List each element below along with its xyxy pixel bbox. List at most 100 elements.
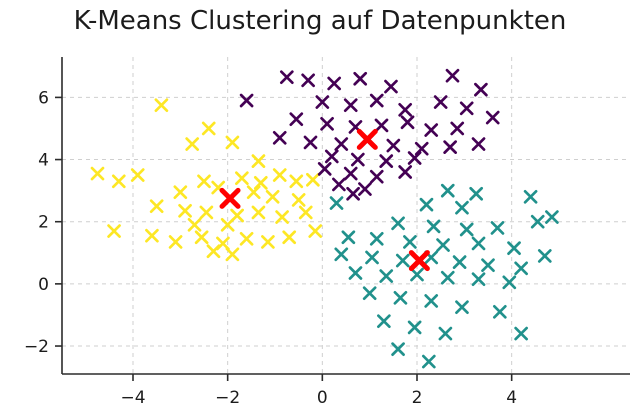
data-point — [523, 190, 538, 204]
data-point — [346, 186, 360, 201]
data-point — [507, 241, 521, 255]
data-point — [407, 320, 422, 335]
data-point — [334, 247, 349, 262]
data-point — [315, 95, 330, 109]
data-point — [400, 115, 415, 130]
data-point — [471, 272, 486, 287]
data-point — [492, 304, 507, 319]
data-point — [530, 214, 545, 229]
data-point — [253, 176, 268, 190]
data-point — [440, 183, 455, 198]
data-point — [306, 172, 320, 187]
data-point — [369, 169, 384, 184]
data-point — [251, 154, 266, 168]
data-point — [395, 253, 410, 268]
data-point — [436, 238, 450, 252]
chart-title: K-Means Clustering auf Datenpunkten — [73, 6, 567, 36]
data-point — [502, 275, 517, 290]
y-axis-tick-label: 6 — [38, 88, 49, 108]
data-point — [220, 217, 235, 232]
data-point — [469, 186, 484, 201]
data-point — [145, 228, 159, 243]
data-point — [272, 130, 287, 145]
data-point — [350, 152, 365, 167]
data-point — [545, 210, 559, 224]
data-point — [452, 255, 467, 269]
data-point — [130, 168, 145, 182]
data-point — [291, 193, 306, 207]
data-point — [308, 224, 323, 238]
data-point — [514, 326, 528, 341]
data-point — [265, 190, 280, 204]
data-point — [235, 171, 249, 186]
data-point — [474, 82, 488, 97]
y-axis-tick-label: 0 — [38, 275, 49, 295]
data-point — [332, 177, 346, 192]
data-point — [362, 286, 377, 301]
data-point — [455, 300, 469, 315]
data-point — [379, 269, 394, 283]
data-point — [303, 135, 318, 150]
data-point — [384, 79, 398, 94]
data-point — [149, 199, 164, 214]
data-point — [365, 250, 379, 265]
data-point — [419, 197, 434, 212]
data-point — [187, 217, 202, 232]
data-point — [369, 93, 384, 108]
data-point — [391, 342, 405, 356]
data-point — [341, 230, 356, 245]
data-point — [440, 270, 455, 285]
data-point — [298, 205, 313, 220]
data-point — [107, 224, 121, 238]
data-point — [424, 294, 439, 308]
data-point — [261, 235, 275, 249]
data-point — [317, 162, 332, 176]
x-axis-tick-label: −4 — [120, 388, 145, 408]
data-point — [225, 247, 240, 262]
data-point — [445, 68, 460, 83]
data-point — [225, 135, 240, 150]
data-point — [239, 93, 254, 108]
data-point — [459, 222, 474, 237]
data-point — [514, 261, 528, 276]
data-point — [343, 166, 358, 181]
data-point — [358, 182, 372, 196]
data-point — [275, 210, 289, 224]
data-point — [459, 101, 474, 116]
data-point — [471, 137, 486, 151]
data-point — [301, 73, 315, 88]
data-point — [197, 174, 211, 189]
data-point — [154, 98, 169, 113]
data-point — [379, 154, 394, 168]
x-axis-tick-label: 4 — [506, 388, 517, 408]
centroid-marker — [219, 187, 241, 209]
y-axis-tick-label: −2 — [24, 337, 49, 357]
data-point — [377, 314, 391, 329]
data-point — [424, 123, 439, 137]
data-point — [334, 137, 349, 151]
data-point — [485, 110, 500, 125]
data-point — [327, 76, 342, 91]
data-point — [111, 174, 126, 189]
data-point — [348, 266, 363, 280]
data-point — [168, 235, 183, 249]
y-axis-tick-label: 2 — [38, 213, 49, 233]
x-axis-tick-label: −2 — [215, 388, 240, 408]
data-point — [239, 231, 254, 246]
data-point — [279, 70, 294, 85]
data-point — [471, 236, 486, 251]
data-point — [246, 185, 261, 200]
data-point — [490, 221, 505, 235]
data-point — [178, 203, 192, 218]
data-point — [289, 112, 304, 127]
data-point — [410, 267, 424, 282]
data-point — [426, 219, 441, 234]
data-point — [414, 141, 429, 156]
centroid-marker — [356, 128, 378, 150]
data-point — [201, 121, 216, 136]
data-point — [194, 230, 209, 245]
data-point — [90, 166, 105, 181]
x-axis-tick-label: 0 — [317, 388, 328, 408]
